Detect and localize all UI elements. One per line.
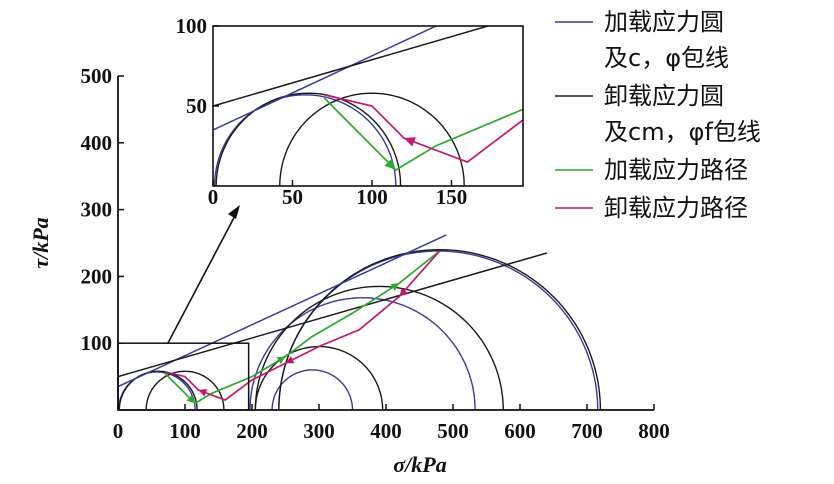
inset-axes: 0 50 100 150 50 100 — [176, 14, 524, 209]
main-x-tick-label-500: 500 — [437, 419, 469, 443]
main-unloading-path-arrow-7 — [198, 389, 208, 397]
main-zoom-box — [117, 342, 250, 411]
inset-unloading-envelope — [213, 26, 491, 107]
main-y-tick-label-100: 100 — [81, 331, 113, 355]
main-x-tick-label-600: 600 — [504, 419, 536, 443]
main-x-tick-label-300: 300 — [303, 419, 335, 443]
main-unloading-circle-4 — [254, 285, 504, 410]
main-y-tick-label-400: 400 — [81, 131, 113, 155]
legend: 加载应力圆 及c，φ包线 卸载应力圆 及cm，φf包线 加载应力路径 卸载应力路… — [555, 8, 761, 222]
main-x-tick-label-0: 0 — [113, 419, 124, 443]
y-axis-title: τ/kPa — [28, 217, 53, 268]
inset-y-tick-label-100: 100 — [176, 14, 208, 38]
x-axis-title: σ/kPa — [393, 452, 446, 477]
main-y-tick-label-200: 200 — [81, 264, 113, 288]
inset-series-group — [213, 26, 523, 186]
main-unloading-circle-5 — [278, 248, 602, 410]
inset-loading-envelope — [213, 26, 438, 131]
inset-unloading-path-arrow-7 — [403, 137, 416, 147]
main-plot-area — [118, 234, 602, 410]
main-loading-circle-4 — [278, 250, 599, 410]
zoom-arrowhead — [228, 205, 240, 219]
legend-label-unloading-path: 卸载应力路径 — [604, 194, 748, 222]
inset-plot-area — [213, 26, 523, 186]
main-x-tick-label-100: 100 — [169, 419, 201, 443]
inset-x-tick-label-150: 150 — [436, 185, 468, 209]
legend-label-unloading-circles-1: 卸载应力圆 — [604, 82, 724, 110]
main-unloading-path-arrow-4 — [285, 356, 295, 364]
inset-loading-path — [323, 97, 523, 172]
main-unloading-path-arrow-1 — [399, 287, 408, 297]
main-loading-path — [164, 250, 441, 405]
main-loading-envelope — [118, 234, 447, 388]
main-unloading-circle-1 — [118, 370, 198, 410]
main-loading-circle-3 — [249, 297, 476, 410]
main-loading-circle-2 — [271, 369, 354, 410]
main-series-group — [118, 234, 602, 410]
zoom-arrow — [167, 209, 239, 344]
main-unloading-envelope — [118, 252, 548, 378]
legend-label-loading-circles-1: 加载应力圆 — [604, 8, 724, 36]
main-y-tick-label-300: 300 — [81, 198, 113, 222]
inset-loading-path-arrow-1 — [384, 158, 396, 170]
main-x-tick-label-800: 800 — [638, 419, 670, 443]
main-unloading-circle-3 — [254, 345, 384, 410]
inset-x-tick-label-0: 0 — [208, 185, 219, 209]
main-x-tick-label-700: 700 — [571, 419, 603, 443]
legend-label-loading-path: 加载应力路径 — [604, 156, 748, 184]
main-x-tick-label-200: 200 — [236, 419, 268, 443]
main-loading-path-arrow-1 — [186, 394, 196, 404]
inset-x-tick-label-100: 100 — [356, 185, 388, 209]
main-unloading-path — [164, 250, 441, 401]
main-loading-path-arrow-7 — [390, 283, 400, 291]
main-y-tick-label-500: 500 — [81, 64, 113, 88]
legend-label-loading-circles-2: 及c，φ包线 — [604, 44, 729, 72]
inset-unloading-path — [324, 93, 523, 163]
inset-background — [213, 26, 523, 189]
inset-x-tick-label-50: 50 — [282, 185, 303, 209]
main-x-tick-label-400: 400 — [370, 419, 402, 443]
inset-y-tick-label-50: 50 — [186, 94, 207, 118]
legend-label-unloading-circles-2: 及cm，φf包线 — [604, 118, 761, 146]
inset-loading-circle-1 — [213, 94, 397, 186]
main-loading-path-arrow-4 — [276, 356, 286, 365]
inset-unloading-circle-1 — [215, 92, 402, 186]
